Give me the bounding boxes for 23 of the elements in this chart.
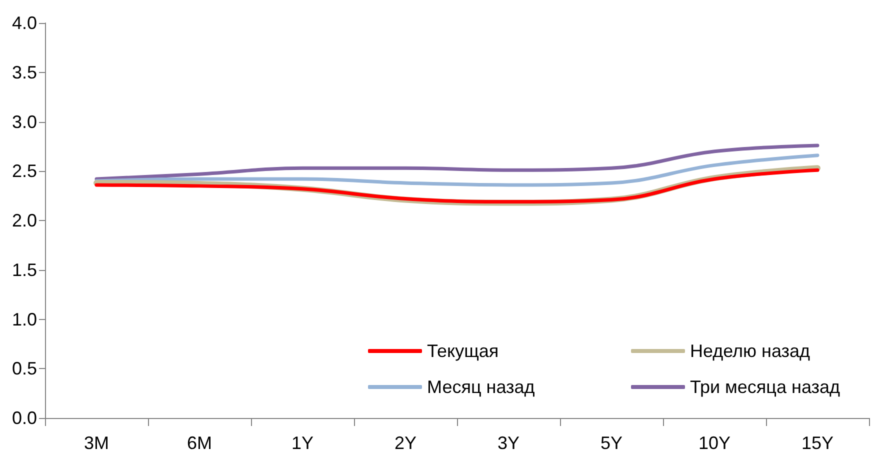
x-tick-label: 3Y xyxy=(497,433,520,453)
y-tick-label: 1.5 xyxy=(12,260,37,280)
y-tick-label: 1.0 xyxy=(12,309,37,330)
y-tick-label: 3.0 xyxy=(12,112,37,132)
line-series xyxy=(94,154,820,187)
legend-label: Неделю назад xyxy=(690,341,811,361)
x-tick-label: 5Y xyxy=(600,433,623,453)
x-tick-label: 10Y xyxy=(698,433,731,453)
x-tick-label: 15Y xyxy=(801,433,834,453)
legend-label: Месяц назад xyxy=(427,377,536,397)
y-tick-label: 0.5 xyxy=(12,358,37,379)
y-tick-label: 2.0 xyxy=(12,210,37,230)
y-tick-label: 4.0 xyxy=(12,13,37,33)
x-tick-label: 6M xyxy=(186,433,212,453)
y-tick-label: 0.0 xyxy=(12,408,37,428)
legend-label: Текущая xyxy=(427,341,499,361)
y-tick-label: 3.5 xyxy=(12,62,37,82)
line-series xyxy=(94,144,820,181)
x-tick-label: 1Y xyxy=(291,433,314,453)
y-tick-label: 2.5 xyxy=(12,161,37,182)
x-tick-label: 3M xyxy=(84,433,110,453)
x-tick-label: 2Y xyxy=(394,433,417,453)
legend-label: Три месяца назад xyxy=(690,377,841,397)
